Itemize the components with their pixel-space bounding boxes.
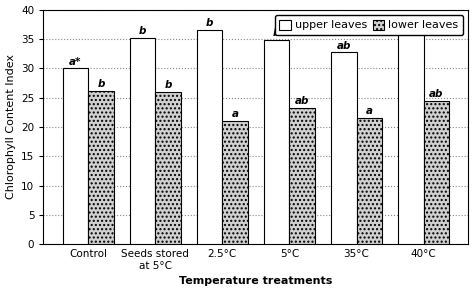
Bar: [130, 38, 155, 244]
Text: b: b: [407, 21, 415, 31]
Bar: [222, 121, 248, 244]
Bar: [356, 118, 382, 244]
Text: ab: ab: [337, 41, 351, 51]
Bar: [197, 30, 222, 244]
Text: b: b: [97, 79, 105, 89]
Text: ab: ab: [429, 89, 444, 99]
Legend: upper leaves, lower leaves: upper leaves, lower leaves: [275, 15, 463, 35]
Y-axis label: Chlorophyll Content Index: Chlorophyll Content Index: [6, 55, 16, 199]
X-axis label: Temperature treatments: Temperature treatments: [179, 277, 333, 286]
Bar: [264, 40, 290, 244]
Bar: [424, 100, 449, 244]
Text: a*: a*: [69, 57, 82, 67]
Text: b: b: [139, 26, 146, 36]
Bar: [63, 68, 88, 244]
Text: a: a: [232, 110, 238, 119]
Text: ab: ab: [295, 96, 310, 106]
Bar: [88, 91, 114, 244]
Text: a: a: [366, 106, 373, 117]
Text: b: b: [206, 18, 213, 28]
Bar: [155, 92, 181, 244]
Text: b: b: [164, 80, 172, 90]
Bar: [398, 33, 424, 244]
Bar: [331, 53, 356, 244]
Text: b: b: [273, 28, 281, 38]
Bar: [290, 108, 315, 244]
